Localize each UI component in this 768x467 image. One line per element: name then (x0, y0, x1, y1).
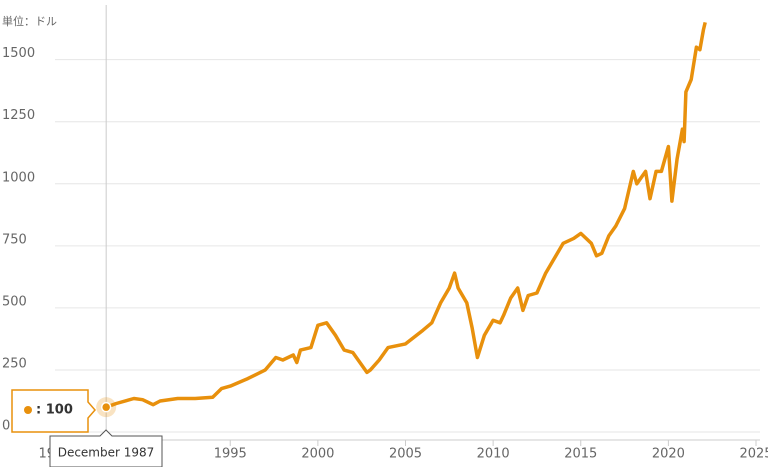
y-tick-label: 250 (2, 356, 27, 371)
x-tick-label: 2010 (477, 447, 510, 462)
date-label: December 1987 (58, 446, 155, 460)
x-tick-label: 2005 (389, 447, 422, 462)
tooltip-value: : 100 (36, 403, 73, 418)
hover-point (100, 401, 112, 413)
x-tick-label: 2015 (564, 447, 597, 462)
data-line (105, 21, 707, 409)
y-tick-label: 1500 (2, 46, 35, 61)
date-box (49, 429, 163, 467)
y-tick-label: 500 (2, 294, 27, 309)
x-tick-label: 2000 (301, 447, 334, 462)
x-tick-label: 2020 (652, 447, 685, 462)
y-tick-label: 0 (2, 419, 10, 434)
y-tick-label: 750 (2, 232, 27, 247)
y-tick-label: 1250 (2, 108, 35, 123)
unit-title: 単位：ドル (2, 14, 57, 28)
x-tick-label: 1995 (214, 447, 247, 462)
x-tick-label: 2025 (739, 447, 768, 462)
tooltip-dot (24, 406, 32, 414)
y-tick-label: 1000 (2, 170, 35, 185)
tooltip-box (11, 389, 96, 433)
